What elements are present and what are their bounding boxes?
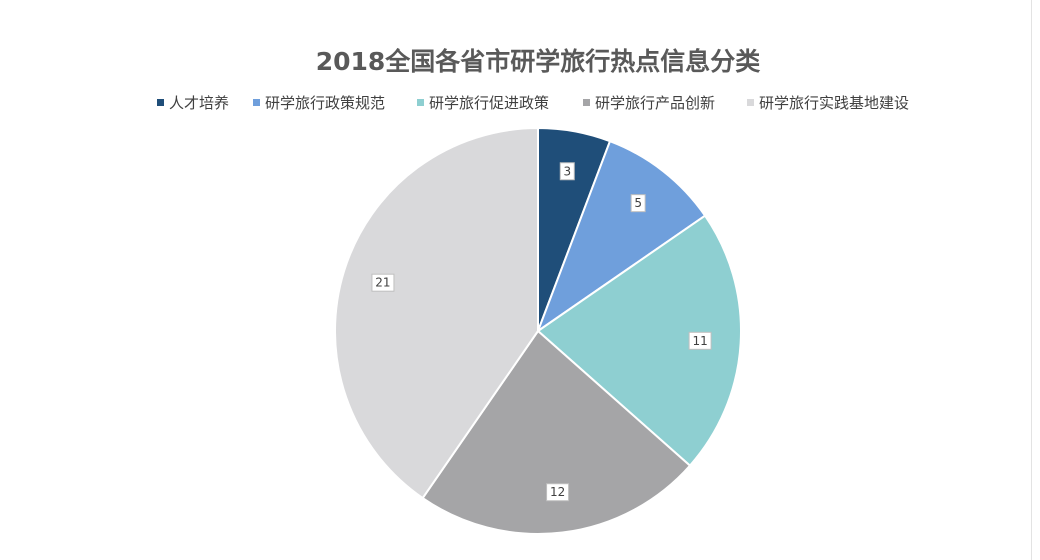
pie-data-labels: 3 5 11 12 21 — [371, 162, 712, 502]
legend-item: 研学旅行促进政策 — [417, 94, 549, 112]
legend-label: 研学旅行促进政策 — [429, 94, 549, 112]
legend-swatch — [157, 99, 164, 106]
legend-label: 研学旅行产品创新 — [595, 94, 715, 112]
legend-label: 人才培养 — [169, 94, 229, 112]
data-label-box — [546, 483, 570, 502]
legend-swatch — [583, 99, 590, 106]
data-label-box — [630, 194, 646, 213]
data-label-text: 11 — [692, 334, 707, 348]
legend-label: 研学旅行实践基地建设 — [759, 94, 909, 112]
data-label: 21 — [371, 273, 395, 292]
data-label-text: 12 — [550, 485, 565, 499]
data-label: 12 — [546, 483, 570, 502]
pie-slice — [536, 214, 742, 468]
legend-item: 研学旅行政策规范 — [253, 94, 385, 112]
chart-legend: 人才培养 研学旅行政策规范 研学旅行促进政策 研学旅行产品创新 研学旅行实践基地建设 — [157, 94, 909, 112]
chart-title: 2018全国各省市研学旅行热点信息分类 — [316, 47, 762, 76]
legend-swatch — [253, 99, 260, 106]
legend-swatch — [417, 99, 424, 106]
data-label-box — [688, 331, 712, 350]
legend-item: 研学旅行实践基地建设 — [747, 94, 909, 112]
pie-slice — [334, 126, 539, 500]
data-label-box — [559, 162, 575, 181]
data-label: 5 — [630, 194, 646, 213]
pie-slice — [535, 139, 707, 334]
data-label: 11 — [688, 331, 712, 350]
legend-swatch — [747, 99, 754, 106]
legend-item: 研学旅行产品创新 — [583, 94, 715, 112]
data-label-box — [371, 273, 395, 292]
legend-label: 研学旅行政策规范 — [265, 94, 385, 112]
pie-slices — [334, 126, 742, 535]
edge-divider — [1031, 0, 1032, 560]
legend-item: 人才培养 — [157, 94, 229, 112]
data-label-text: 21 — [375, 276, 390, 290]
pie-slice — [421, 329, 692, 535]
data-label-text: 3 — [563, 164, 571, 178]
data-label-text: 5 — [634, 196, 642, 210]
data-label: 3 — [559, 162, 575, 181]
